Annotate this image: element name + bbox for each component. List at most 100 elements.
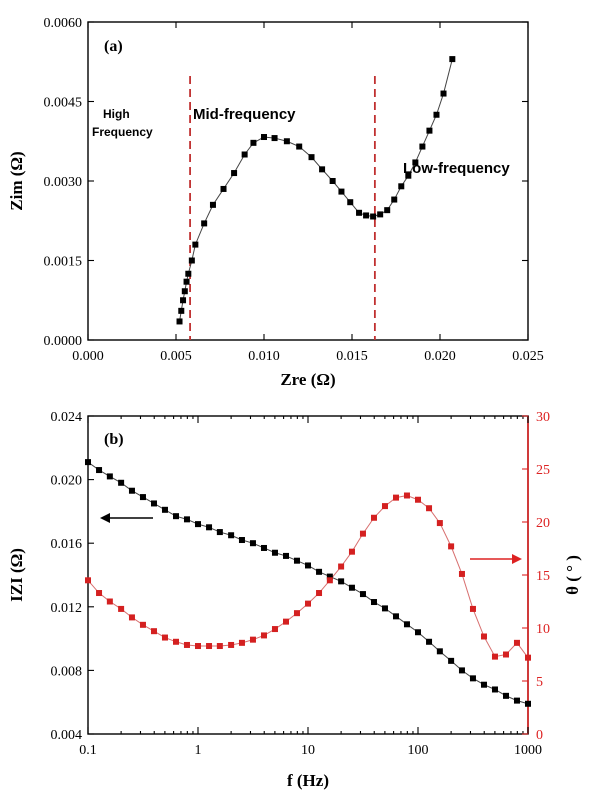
region-label-high-2: Frequency xyxy=(92,125,153,139)
panel-b-y2-axis-title: θ ( ° ) xyxy=(563,555,582,595)
nyquist-point xyxy=(440,90,447,97)
phase-point xyxy=(326,577,333,584)
panel-a-y-tick-label: 0.0000 xyxy=(44,334,83,349)
impedance-point xyxy=(228,532,235,539)
phase-point xyxy=(118,605,125,612)
phase-point xyxy=(525,654,531,661)
nyquist-point xyxy=(398,183,405,190)
impedance-point xyxy=(480,681,487,688)
nyquist-point xyxy=(192,241,199,248)
nyquist-point xyxy=(405,172,412,179)
panel-b-y-axis-title: IZI (Ω) xyxy=(7,548,26,602)
phase-point xyxy=(458,570,465,577)
panel-b-y2-tick-label: 15 xyxy=(536,569,550,584)
panel-b: 0.1 1 10 100 10000.0040.0080.0120.0160.0200.… xyxy=(7,410,582,790)
nyquist-point xyxy=(433,111,440,118)
phase-point xyxy=(513,639,520,646)
impedance-point xyxy=(348,584,355,591)
panel-a-x-tick-label: 0.010 xyxy=(248,349,280,364)
impedance-point xyxy=(448,657,455,664)
impedance-point xyxy=(249,540,256,547)
panel-b-y-tick-label: 0.012 xyxy=(51,601,83,616)
phase-point xyxy=(260,632,267,639)
impedance-point xyxy=(326,573,333,580)
nyquist-point xyxy=(283,138,290,145)
impedance-point xyxy=(118,479,125,486)
panel-b-y2-tick-label: 0 xyxy=(536,728,543,743)
panel-b-points xyxy=(85,459,531,707)
panel-b-x-tick-label: 1 xyxy=(195,743,202,758)
panel-a-y-axis-title: Zim (Ω) xyxy=(7,151,26,210)
panel-b-x-tick-label: 100 xyxy=(408,743,429,758)
phase-point xyxy=(503,651,510,658)
phase-point xyxy=(271,626,278,633)
nyquist-point xyxy=(412,159,419,166)
phase-point xyxy=(96,590,103,597)
left-axis-arrow xyxy=(100,513,153,523)
nyquist-point xyxy=(363,212,370,219)
nyquist-point xyxy=(188,257,195,264)
nyquist-point xyxy=(426,127,433,134)
nyquist-point xyxy=(241,151,248,158)
phase-point xyxy=(381,503,388,510)
panel-a-y-tick-label: 0.0060 xyxy=(44,16,83,31)
impedance-point xyxy=(183,516,190,523)
phase-point xyxy=(293,610,300,617)
nyquist-point xyxy=(449,56,456,63)
impedance-point xyxy=(426,638,433,645)
phase-point xyxy=(228,641,235,648)
panel-b-y-tick-label: 0.020 xyxy=(51,474,83,489)
right-axis-arrow xyxy=(470,554,522,564)
panel-a-points xyxy=(176,56,456,325)
panel-b-y-tick-label: 0.016 xyxy=(51,537,83,552)
phase-point xyxy=(370,514,377,521)
panel-a: 0.000 0.005 0.010 0.015 0.020 0.025 0.0000 0.00… xyxy=(7,16,544,389)
nyquist-point xyxy=(261,134,267,141)
panel-a-x-tick-label: 0.005 xyxy=(160,349,192,364)
nyquist-point xyxy=(250,139,257,146)
nyquist-point xyxy=(329,178,336,184)
phase-point xyxy=(403,492,410,499)
nyquist-point xyxy=(377,211,384,218)
panel-b-y2-tick-label: 5 xyxy=(536,675,543,690)
phase-point xyxy=(195,643,201,650)
panel-b-x-tick-label: 0.1 xyxy=(79,743,97,758)
impedance-point xyxy=(106,473,113,480)
panel-a-x-axis-title: Zre (Ω) xyxy=(280,370,335,389)
impedance-point xyxy=(206,524,213,531)
impedance-point xyxy=(195,521,201,528)
phase-point xyxy=(469,605,476,612)
panel-b-y-tick-label: 0.024 xyxy=(51,410,83,425)
phase-point xyxy=(348,548,355,555)
nyquist-point xyxy=(296,143,303,150)
panel-a-x-tick-label: 0.000 xyxy=(72,349,104,364)
phase-point xyxy=(150,628,157,635)
phase-point xyxy=(283,618,290,625)
nyquist-point xyxy=(319,166,326,173)
impedance-point xyxy=(150,500,157,507)
nyquist-point xyxy=(181,288,188,295)
panel-b-y2-tick-label: 20 xyxy=(536,516,550,531)
impedance-point xyxy=(128,487,135,494)
nyquist-point xyxy=(209,201,216,208)
phase-point xyxy=(238,639,245,646)
panel-b-y2-tick-label: 30 xyxy=(536,410,550,425)
impedance-point xyxy=(381,605,388,612)
phase-point xyxy=(85,577,91,584)
nyquist-point xyxy=(231,170,238,177)
panel-a-x-tick-label: 0.025 xyxy=(512,349,544,364)
impedance-point xyxy=(173,513,180,520)
panel-b-x-axis-title: f (Hz) xyxy=(287,771,329,790)
panel-b-x-tick-label: 10 xyxy=(301,743,315,758)
nyquist-point xyxy=(370,213,377,220)
nyquist-point xyxy=(384,207,391,214)
phase-point xyxy=(128,614,135,621)
panel-b-y-tick-label: 0.008 xyxy=(51,664,83,679)
impedance-point xyxy=(271,549,278,556)
impedance-point xyxy=(491,686,498,693)
nyquist-point xyxy=(347,199,354,206)
nyquist-point xyxy=(338,188,345,195)
phase-point xyxy=(183,641,190,648)
impedance-point xyxy=(403,621,410,628)
